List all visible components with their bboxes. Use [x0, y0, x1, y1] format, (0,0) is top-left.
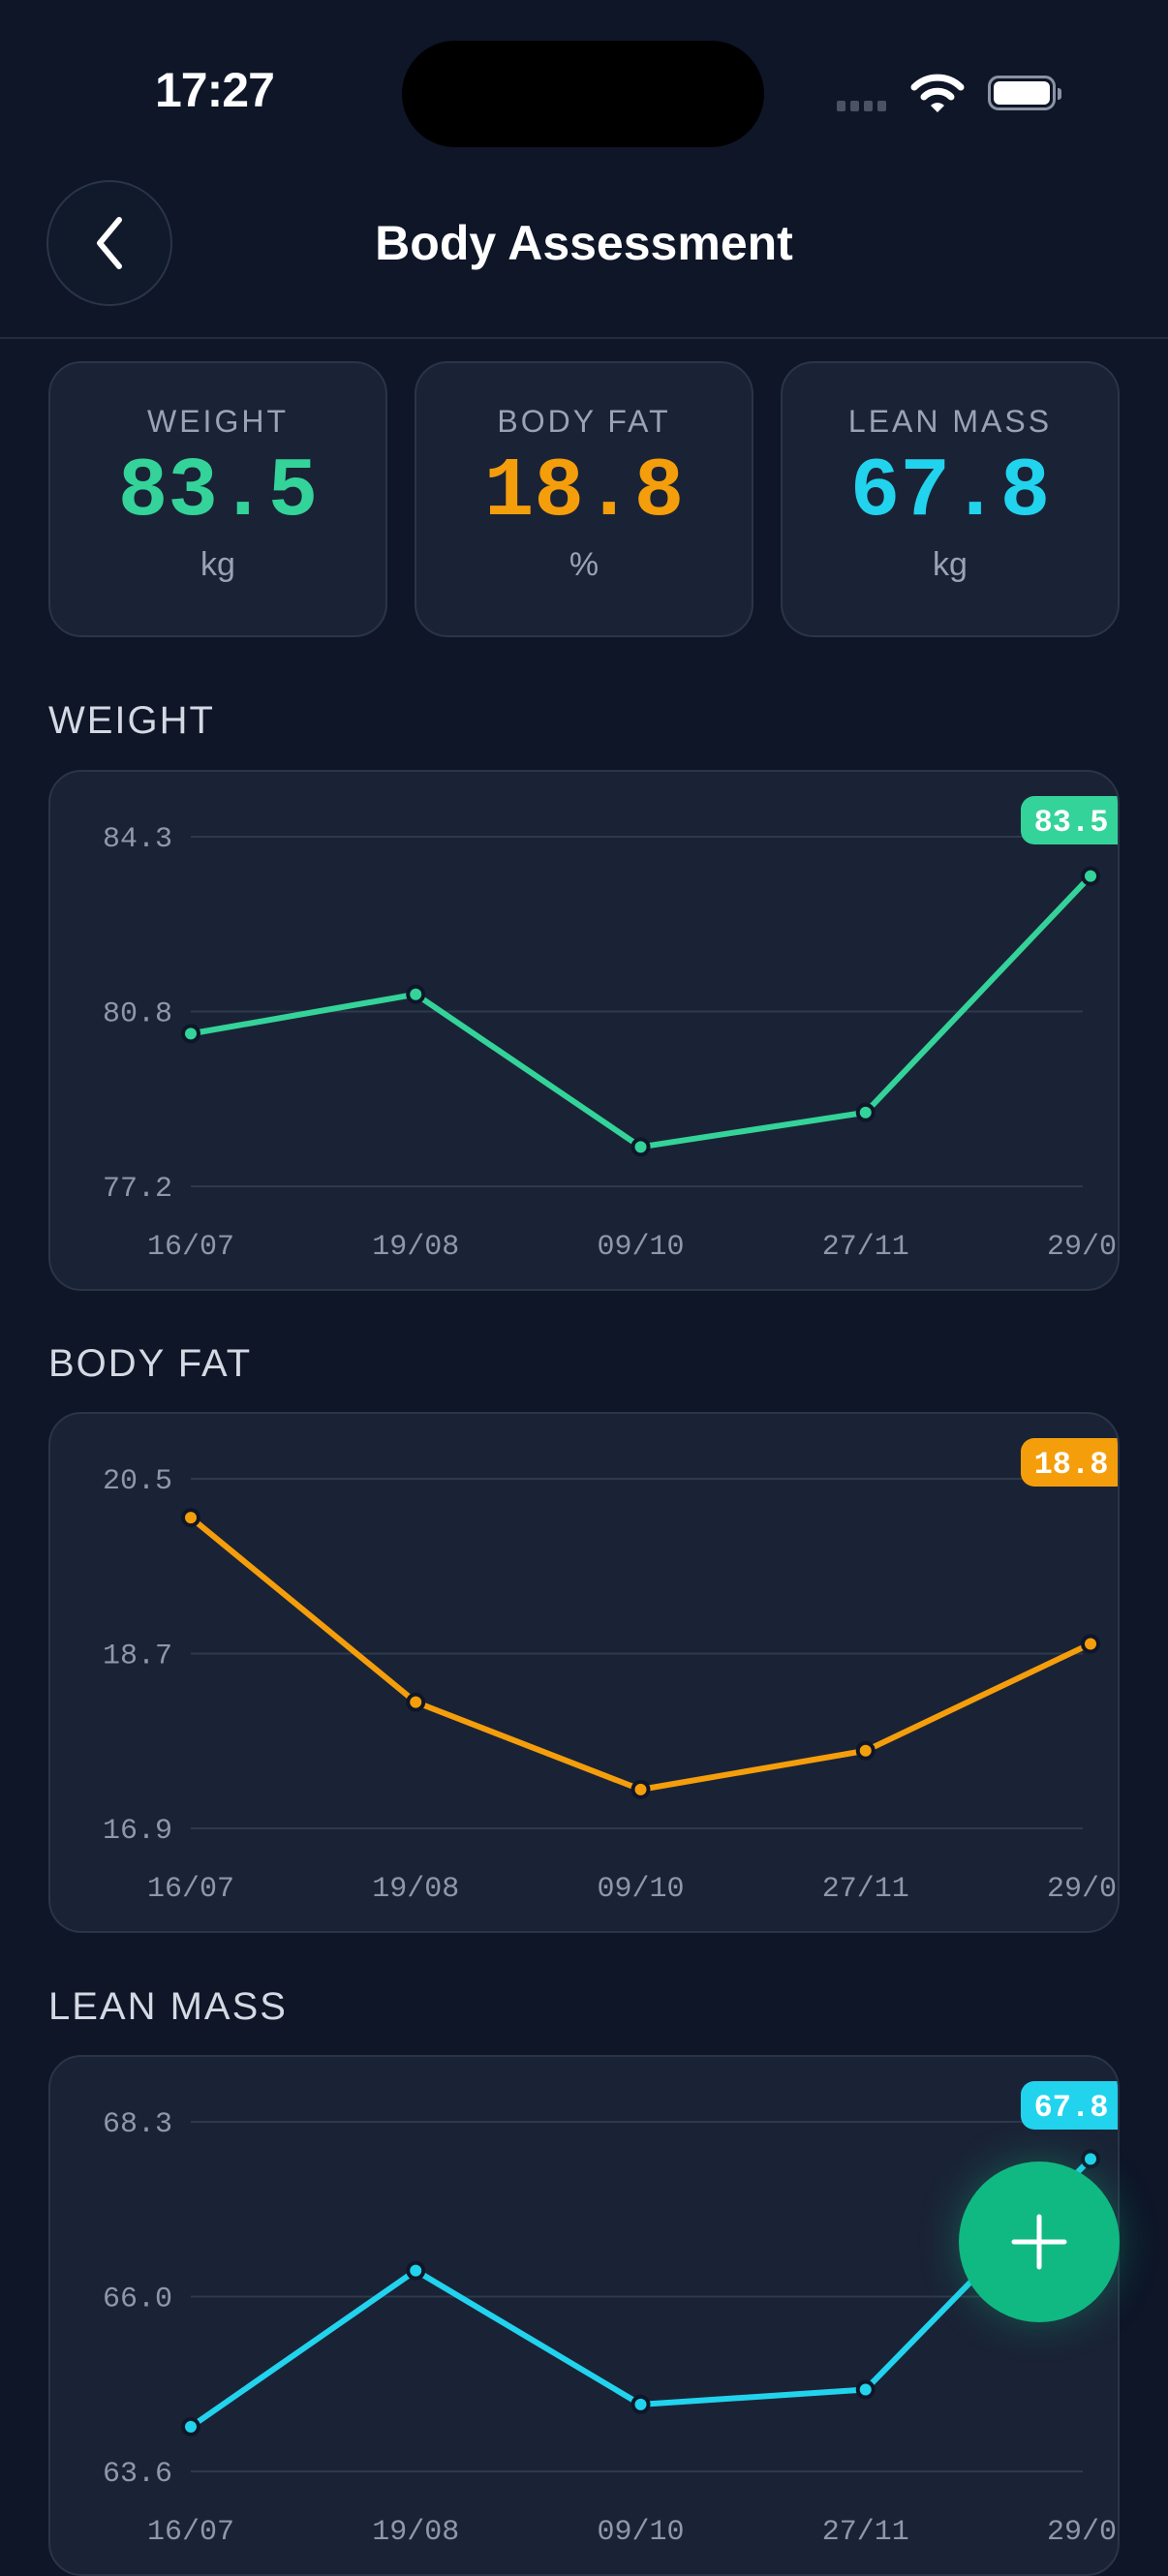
cellular-signal-icon [837, 101, 886, 111]
stat-label: WEIGHT [147, 404, 289, 439]
data-point [181, 2416, 200, 2437]
data-point [1081, 866, 1100, 886]
y-tick-label: 20.5 [103, 1465, 172, 1498]
x-tick-label: 09/10 [597, 1231, 684, 1264]
section-title-weight: WEIGHT [48, 699, 215, 742]
chevron-left-icon [97, 217, 122, 269]
add-assessment-button[interactable] [959, 2162, 1120, 2322]
battery-icon [988, 76, 1061, 110]
y-tick-label: 63.6 [103, 2458, 172, 2491]
last-value-badge [1021, 2081, 1118, 2130]
page-title: Body Assessment [375, 216, 793, 270]
section-title-body-fat: BODY FAT [48, 1342, 253, 1385]
header: Body Assessment [0, 174, 1168, 339]
y-tick-label: 77.2 [103, 1173, 172, 1206]
weight-chart: 84.3 80.8 77.2 16/07 19/08 09/10 27/11 29/01 83.… [48, 770, 1120, 1291]
y-tick-label: 18.7 [103, 1641, 172, 1673]
y-tick-label: 16.9 [103, 1815, 172, 1848]
x-tick-label: 27/11 [822, 1873, 909, 1906]
data-point [181, 1024, 200, 1044]
last-value-label: 18.8 [1034, 1447, 1109, 1483]
data-point [855, 1102, 876, 1122]
last-value-label: 83.5 [1034, 805, 1109, 841]
stat-unit: kg [933, 546, 968, 583]
x-tick-label: 29/01 [1047, 1873, 1120, 1906]
data-point [855, 2379, 876, 2400]
lean-mass-chart: 68.3 66.0 63.6 16/07 19/08 09/10 27/11 29/01 67.… [48, 2055, 1120, 2576]
x-tick-label: 09/10 [597, 1873, 684, 1906]
data-point [406, 984, 426, 1004]
x-tick-label: 19/08 [372, 2516, 459, 2549]
x-tick-label: 27/11 [822, 2516, 909, 2549]
last-value-badge [1021, 1438, 1118, 1487]
data-point [181, 1508, 200, 1528]
stat-value: 67.8 [849, 445, 1051, 539]
y-tick-label: 68.3 [103, 2108, 172, 2141]
x-tick-label: 16/07 [147, 1873, 234, 1906]
stat-value: 83.5 [117, 445, 319, 539]
series-line [189, 2157, 1093, 2430]
status-bar: 17:27 [0, 0, 1168, 174]
dynamic-island [402, 41, 764, 147]
stat-unit: kg [200, 546, 235, 583]
section-title-lean-mass: LEAN MASS [48, 1985, 288, 2028]
x-tick-label: 09/10 [597, 2516, 684, 2549]
plus-icon [1011, 2214, 1067, 2270]
wifi-icon [910, 74, 965, 112]
x-tick-label: 19/08 [372, 1873, 459, 1906]
stat-value: 18.8 [483, 445, 685, 539]
data-point [630, 1779, 651, 1799]
data-point [406, 2260, 426, 2281]
x-tick-label: 29/01 [1047, 1231, 1120, 1264]
x-tick-label: 16/07 [147, 2516, 234, 2549]
stat-label: BODY FAT [497, 404, 671, 439]
data-point [630, 1137, 651, 1157]
data-point [630, 2394, 651, 2414]
x-tick-label: 27/11 [822, 1231, 909, 1264]
last-value-badge [1021, 796, 1118, 844]
stat-card-weight: WEIGHT 83.5 kg [48, 361, 387, 637]
data-point [406, 1692, 426, 1712]
summary-cards: WEIGHT 83.5 kg BODY FAT 18.8 % LEAN MASS… [48, 361, 1120, 637]
stat-label: LEAN MASS [847, 404, 1053, 439]
body-fat-chart: 20.5 18.7 16.9 16/07 19/08 09/10 27/11 29/01 18.… [48, 1412, 1120, 1933]
last-value-label: 67.8 [1034, 2090, 1109, 2126]
x-tick-label: 29/01 [1047, 2516, 1120, 2549]
y-tick-label: 66.0 [103, 2284, 172, 2316]
y-tick-label: 84.3 [103, 823, 172, 856]
x-tick-label: 16/07 [147, 1231, 234, 1264]
data-point [1081, 1634, 1100, 1654]
back-button[interactable] [46, 180, 172, 306]
status-time: 17:27 [155, 63, 275, 117]
data-point [855, 1740, 876, 1761]
stat-card-body-fat: BODY FAT 18.8 % [415, 361, 753, 637]
stat-card-lean-mass: LEAN MASS 67.8 kg [781, 361, 1120, 637]
y-tick-label: 80.8 [103, 998, 172, 1031]
x-tick-label: 19/08 [372, 1231, 459, 1264]
stat-unit: % [569, 546, 599, 583]
data-point [1081, 2149, 1100, 2169]
